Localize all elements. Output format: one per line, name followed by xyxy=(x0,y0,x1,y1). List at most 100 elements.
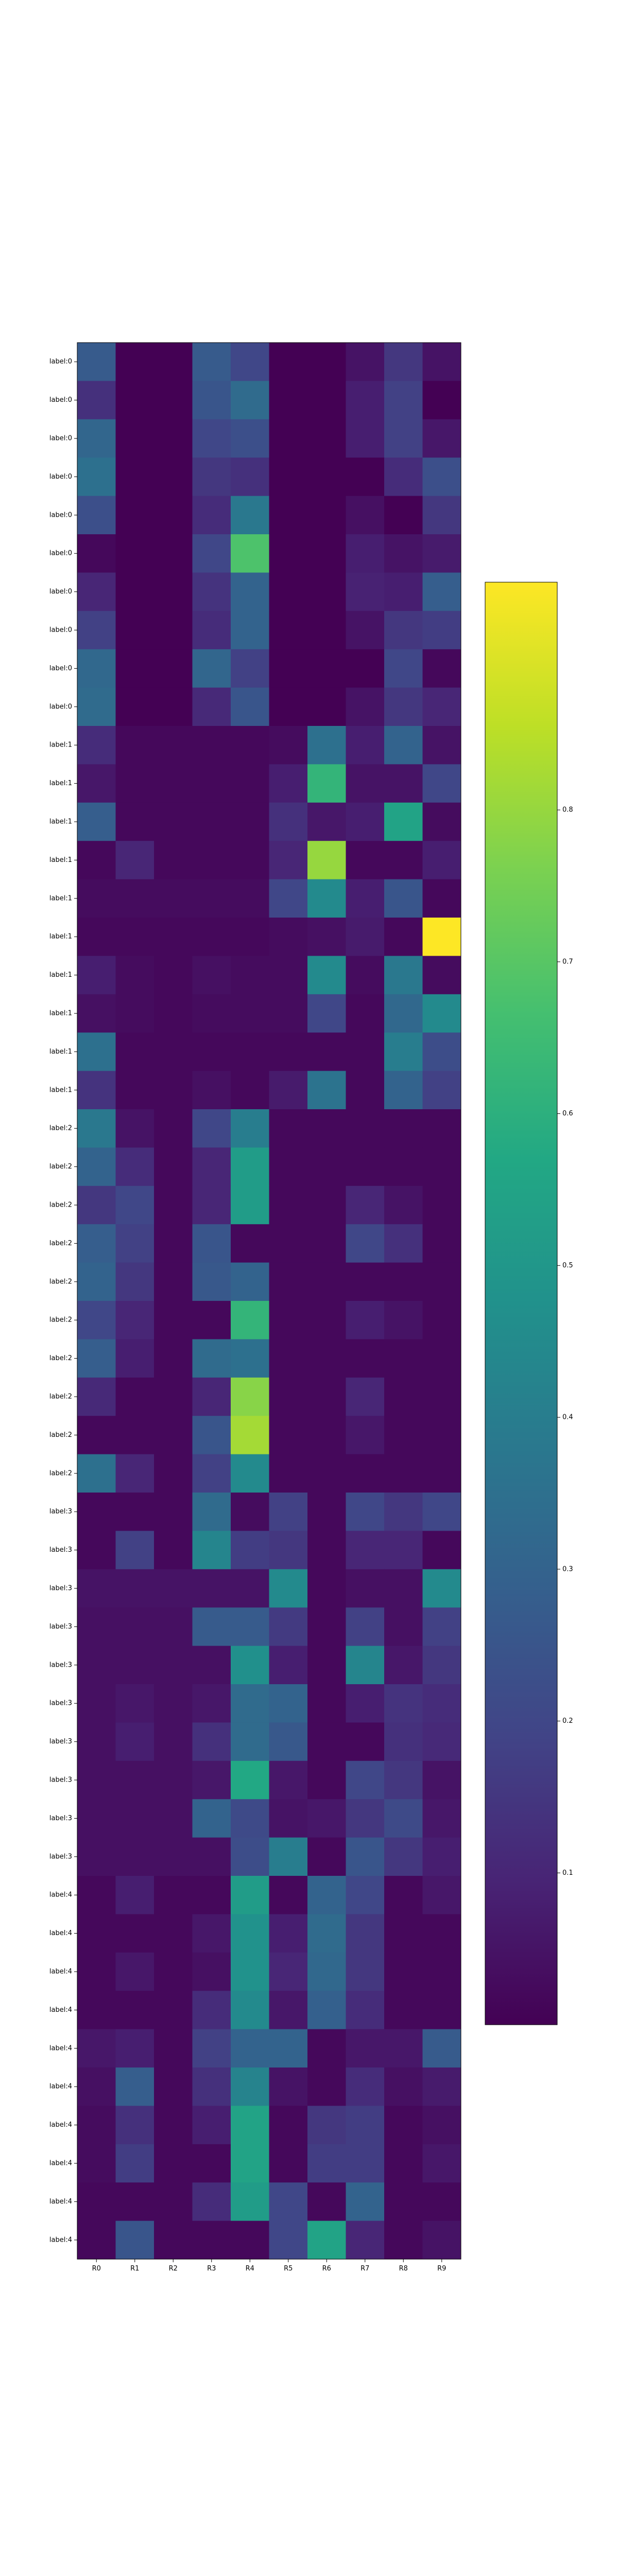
heatmap-cell xyxy=(192,879,231,918)
heatmap-cell xyxy=(115,687,154,726)
heatmap-cell xyxy=(231,1032,269,1072)
x-tick-label: R9 xyxy=(437,2265,446,2273)
heatmap-cell xyxy=(269,1914,308,1953)
heatmap-cell xyxy=(77,2182,116,2222)
heatmap-cell xyxy=(231,687,269,726)
heatmap-cell xyxy=(384,918,423,956)
y-tick-label: label:2 xyxy=(49,1469,72,1477)
x-tick-label: R7 xyxy=(360,2265,369,2273)
heatmap-cell xyxy=(384,1914,423,1953)
heatmap-cell xyxy=(77,1301,116,1340)
heatmap-cell xyxy=(422,1071,461,1110)
x-tick-label: R5 xyxy=(284,2265,293,2273)
y-tick-label: label:1 xyxy=(49,971,72,979)
heatmap-cell xyxy=(422,994,461,1033)
heatmap-cell xyxy=(384,343,423,381)
y-tick-label: label:2 xyxy=(49,1163,72,1171)
heatmap-cell xyxy=(384,2182,423,2222)
heatmap-cell xyxy=(346,802,385,841)
heatmap-cell xyxy=(231,343,269,381)
heatmap-cell xyxy=(77,1339,116,1378)
heatmap-cell xyxy=(269,649,308,688)
colorbar-ticks: 0.1 0.2 0.3 0.4 0.5 0.6 0.7 0.8 xyxy=(557,806,573,1877)
y-tick-label: label:0 xyxy=(49,396,72,404)
heatmap-cell xyxy=(422,419,461,458)
heatmap-cell xyxy=(384,1876,423,1914)
y-tick-label: label:0 xyxy=(49,665,72,672)
heatmap-cell xyxy=(307,343,346,381)
heatmap-cell xyxy=(384,2029,423,2068)
heatmap-cell xyxy=(422,1416,461,1455)
heatmap-cell xyxy=(115,1377,154,1416)
heatmap-cell xyxy=(154,457,193,497)
y-tick-label: label:4 xyxy=(49,2044,72,2052)
heatmap-cell xyxy=(307,1224,346,1263)
heatmap-cell xyxy=(154,2221,193,2260)
heatmap-cell xyxy=(77,2221,116,2260)
heatmap-cell xyxy=(422,764,461,803)
heatmap-cell xyxy=(422,1760,461,1800)
heatmap-cell xyxy=(231,918,269,956)
y-tick-label: label:3 xyxy=(49,1546,72,1554)
heatmap-cell xyxy=(269,2106,308,2145)
heatmap-cell xyxy=(269,1185,308,1225)
heatmap-cell xyxy=(422,343,461,381)
heatmap-cell xyxy=(384,1607,423,1647)
heatmap-cell xyxy=(115,343,154,381)
y-tick-label: label:4 xyxy=(49,2083,72,2091)
heatmap-cell xyxy=(269,1646,308,1685)
y-tick-label: label:2 xyxy=(49,1240,72,1247)
heatmap-cell xyxy=(77,1416,116,1455)
y-tick-label: label:3 xyxy=(49,1661,72,1669)
heatmap-cell xyxy=(269,534,308,573)
heatmap-cell xyxy=(422,496,461,535)
heatmap-cell xyxy=(422,457,461,497)
heatmap-cell xyxy=(77,649,116,688)
heatmap-cell xyxy=(307,879,346,918)
heatmap-cell xyxy=(154,1531,193,1570)
heatmap-cell xyxy=(384,764,423,803)
heatmap-cell xyxy=(422,1032,461,1072)
y-tick-label: label:4 xyxy=(49,2198,72,2206)
heatmap-cell xyxy=(115,1224,154,1263)
heatmap-cell xyxy=(154,2067,193,2106)
heatmap-cell xyxy=(115,1646,154,1685)
y-tick-label: label:2 xyxy=(49,1201,72,1209)
heatmap-cell xyxy=(269,1799,308,1838)
heatmap-cell xyxy=(154,879,193,918)
heatmap-cell xyxy=(346,2182,385,2222)
heatmap-cell xyxy=(192,726,231,765)
heatmap-cell xyxy=(384,419,423,458)
heatmap-cell xyxy=(154,918,193,956)
heatmap-cell xyxy=(307,1185,346,1225)
heatmap-cell xyxy=(115,611,154,650)
heatmap-cell xyxy=(115,1147,154,1187)
heatmap-cell xyxy=(384,534,423,573)
heatmap-cell xyxy=(384,1185,423,1225)
heatmap-cell xyxy=(269,2067,308,2106)
heatmap-cell xyxy=(115,1109,154,1148)
heatmap-cell xyxy=(231,534,269,573)
heatmap-cell xyxy=(422,726,461,765)
heatmap-cell xyxy=(307,1722,346,1761)
heatmap-cell xyxy=(77,2029,116,2068)
heatmap-cell xyxy=(192,1032,231,1072)
heatmap-cell xyxy=(422,1684,461,1723)
heatmap-cell xyxy=(307,649,346,688)
x-tick-label: R0 xyxy=(92,2265,101,2273)
heatmap-cell xyxy=(346,1493,385,1531)
heatmap-cell xyxy=(307,1760,346,1800)
heatmap-cell xyxy=(422,802,461,841)
heatmap-cell xyxy=(115,2106,154,2145)
heatmap-cell xyxy=(346,1339,385,1378)
heatmap-cell xyxy=(346,1607,385,1647)
heatmap-cell xyxy=(77,1147,116,1187)
heatmap-cell xyxy=(192,1722,231,1761)
heatmap-cell xyxy=(231,2144,269,2183)
y-tick-label: label:1 xyxy=(49,933,72,941)
heatmap-cell xyxy=(154,2029,193,2068)
heatmap-cell xyxy=(115,726,154,765)
heatmap-cell xyxy=(154,381,193,420)
y-tick-label: label:4 xyxy=(49,2236,72,2244)
heatmap-cell xyxy=(384,687,423,726)
